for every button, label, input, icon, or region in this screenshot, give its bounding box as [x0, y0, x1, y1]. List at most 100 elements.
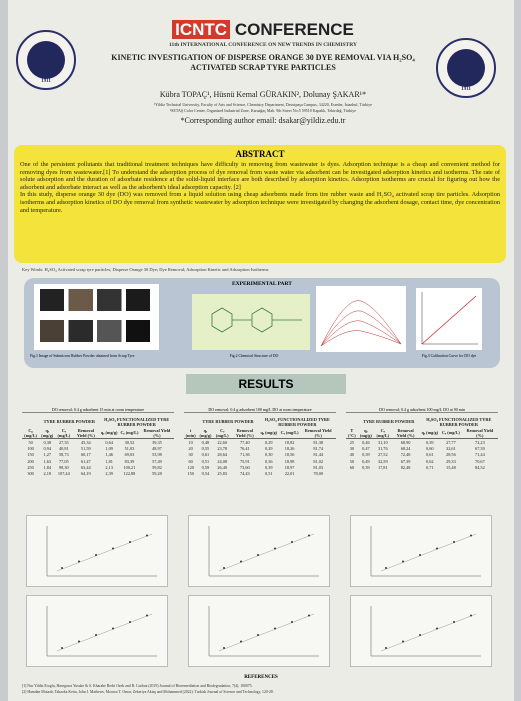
group-row: TYRE RUBBER POWDER H₂SO₄ FUNCTIONALIZED T… — [184, 416, 336, 427]
table-cell: 150 — [27, 452, 34, 458]
column-header: Cₑ (mg/L) — [441, 430, 460, 436]
table-cell: 29,33 — [446, 458, 456, 464]
result-plot — [350, 515, 492, 587]
table-cell: 0,64 — [105, 439, 113, 445]
table-cell: 81,44 — [313, 452, 324, 458]
table-cell: 73,60 — [239, 464, 250, 470]
group-header: TYRE RUBBER POWDER — [43, 419, 95, 425]
result-table-block: DO removal; 0.4 g adsorbent 100 mg/L DO … — [184, 407, 336, 477]
table-cell: 75,91 — [239, 458, 250, 464]
table-cell: 1,63 — [43, 458, 51, 464]
table-cell: 0,60 — [426, 446, 434, 452]
table-cell: 81,02 — [313, 458, 324, 464]
experimental-heading: EXPERIMENTAL PART — [232, 281, 292, 287]
table-cell: 122,88 — [123, 470, 136, 476]
table-cell: 39,35 — [152, 439, 162, 445]
table-cell: 51,59 — [81, 446, 91, 452]
figure-caption: Fig.3 Calibration Curve for DO dye — [421, 354, 477, 358]
table-cell: 69,03 — [124, 452, 135, 458]
rubber-photo — [34, 284, 159, 350]
table-cell: 72,23 — [475, 439, 485, 445]
university-seal: 1911 — [16, 30, 76, 90]
table-cell: 1,84 — [43, 464, 51, 470]
keywords: Key Words: H₂SO₄ Activated scrap tyre pa… — [22, 267, 269, 272]
result-plot — [188, 595, 330, 667]
group-header: H₂SO₄ FUNCTIONALIZED TYRE RUBBER POWDER — [264, 416, 330, 427]
conference-logo: ICNTC CONFERENCE — [118, 20, 408, 40]
table-row: 20 0,55 23,78 76,41 0,29 18,26 81,74 — [184, 446, 336, 452]
table-cell: 0,39 — [265, 464, 273, 470]
table-cell: 67,39 — [400, 458, 411, 464]
table-cell: 0,47 — [362, 446, 370, 452]
column-header: qₑ (mg/g) — [41, 427, 54, 438]
table-cell: 25,83 — [217, 470, 228, 476]
group-header: TYRE RUBBER POWDER — [363, 419, 415, 425]
column-header: C₀ (mg/L) — [24, 427, 37, 438]
table-cell: 120 — [187, 464, 194, 470]
calibration-plot — [416, 288, 482, 350]
table-cell: 60 — [188, 458, 193, 464]
spectra-plot — [316, 286, 406, 352]
abstract-heading: ABSTRACT — [235, 149, 285, 159]
table-cell: 71,44 — [475, 452, 485, 458]
table-row: 30 0,61 28,64 71,36 0,30 18,56 81,44 — [184, 452, 336, 458]
column-header: T (°C) — [348, 427, 356, 438]
table-cell: 1,27 — [43, 452, 51, 458]
table-cell: 27,35 — [58, 439, 69, 445]
table-cell: 50 — [349, 458, 354, 464]
column-header: Cₑ (mg/L) — [376, 427, 390, 438]
column-header: qₑ (mg/g) — [199, 427, 212, 438]
table-cell: 150 — [187, 470, 194, 476]
table-cell: 107,44 — [57, 470, 70, 476]
table-row: 150 1,27 58,73 60,17 1,46 69,03 53,98 — [22, 452, 174, 458]
result-plot — [26, 515, 168, 587]
table-cell: 27,52 — [377, 452, 388, 458]
table-cell: 45,34 — [81, 439, 91, 445]
table-cell: 77,40 — [239, 439, 250, 445]
group-header: H₂SO₄ FUNCTIONALIZED TYRE RUBBER POWDER — [426, 416, 492, 427]
corresponding-email: *Corresponding author email: dsakar@yild… — [180, 116, 346, 125]
table-cell: 22,01 — [284, 470, 295, 476]
table-cell: 30 — [349, 446, 354, 452]
table-row: 30 0,47 31,76 68,24 0,60 32,61 67,39 — [346, 446, 498, 452]
plot-drawing — [208, 606, 319, 657]
experimental-box: EXPERIMENTAL PART Fig.1 Image of Submicr… — [24, 278, 500, 368]
table-cell: 74,43 — [239, 470, 250, 476]
column-header: Cₑ (mg/L) — [120, 430, 139, 436]
column-header: t (min) — [185, 427, 196, 438]
table-cell: 2,13 — [105, 464, 113, 470]
table-cell: 0,71 — [426, 464, 434, 470]
group-header: H₂SO₄ FUNCTIONALIZED TYRE RUBBER POWDER — [104, 416, 170, 427]
table-cell: 58,73 — [58, 452, 69, 458]
table-cell: 23,78 — [217, 446, 228, 452]
table-cell: 300 — [27, 470, 34, 476]
calibration-drawing — [421, 292, 478, 345]
result-table: TYRE RUBBER POWDER H₂SO₄ FUNCTIONALIZED T… — [346, 416, 498, 470]
table-caption: DO removal; 0.4 g adsorbent 100 mg/L DO … — [346, 407, 498, 413]
result-plot — [26, 595, 168, 667]
table-cell: 200 — [27, 458, 34, 464]
table-cell: 22,60 — [217, 439, 228, 445]
seal-year: 1911 — [41, 79, 51, 84]
table-cell: 2,18 — [43, 470, 51, 476]
table-cell — [346, 416, 358, 427]
table-cell: 51,03 — [124, 446, 135, 452]
figure-caption: Fig.2 Chemical Structure of DO — [229, 354, 279, 358]
table-cell: 20 — [188, 446, 193, 452]
table-cell: 84,52 — [475, 464, 485, 470]
table-row: 50 0,38 27,35 45,34 0,64 30,52 39,35 — [22, 439, 174, 446]
table-cell: 26,40 — [217, 464, 228, 470]
poster: 1911 1911 ICNTC CONFERENCE 11th INTERNAT… — [8, 0, 514, 701]
university-seal: 1911 — [436, 38, 496, 98]
table-cell: 10 — [188, 439, 193, 445]
table-cell: 28,56 — [446, 452, 456, 458]
table-cell: 31,10 — [377, 439, 388, 445]
table-cell: 18,98 — [284, 458, 295, 464]
table-cell: 18,26 — [284, 446, 295, 452]
table-cell: 68,24 — [400, 446, 411, 452]
table-cell: 100,21 — [123, 464, 136, 470]
header-row: t (min) qₑ (mg/g) Cₑ (mg/L) Removal Yield (… — [184, 427, 336, 439]
result-table-block: DO removal; 0.4 g adsorbent 100 mg/L DO … — [346, 407, 498, 470]
reference: [2] Hamdan Motaab, Takaoka Keita, John J… — [22, 690, 274, 694]
